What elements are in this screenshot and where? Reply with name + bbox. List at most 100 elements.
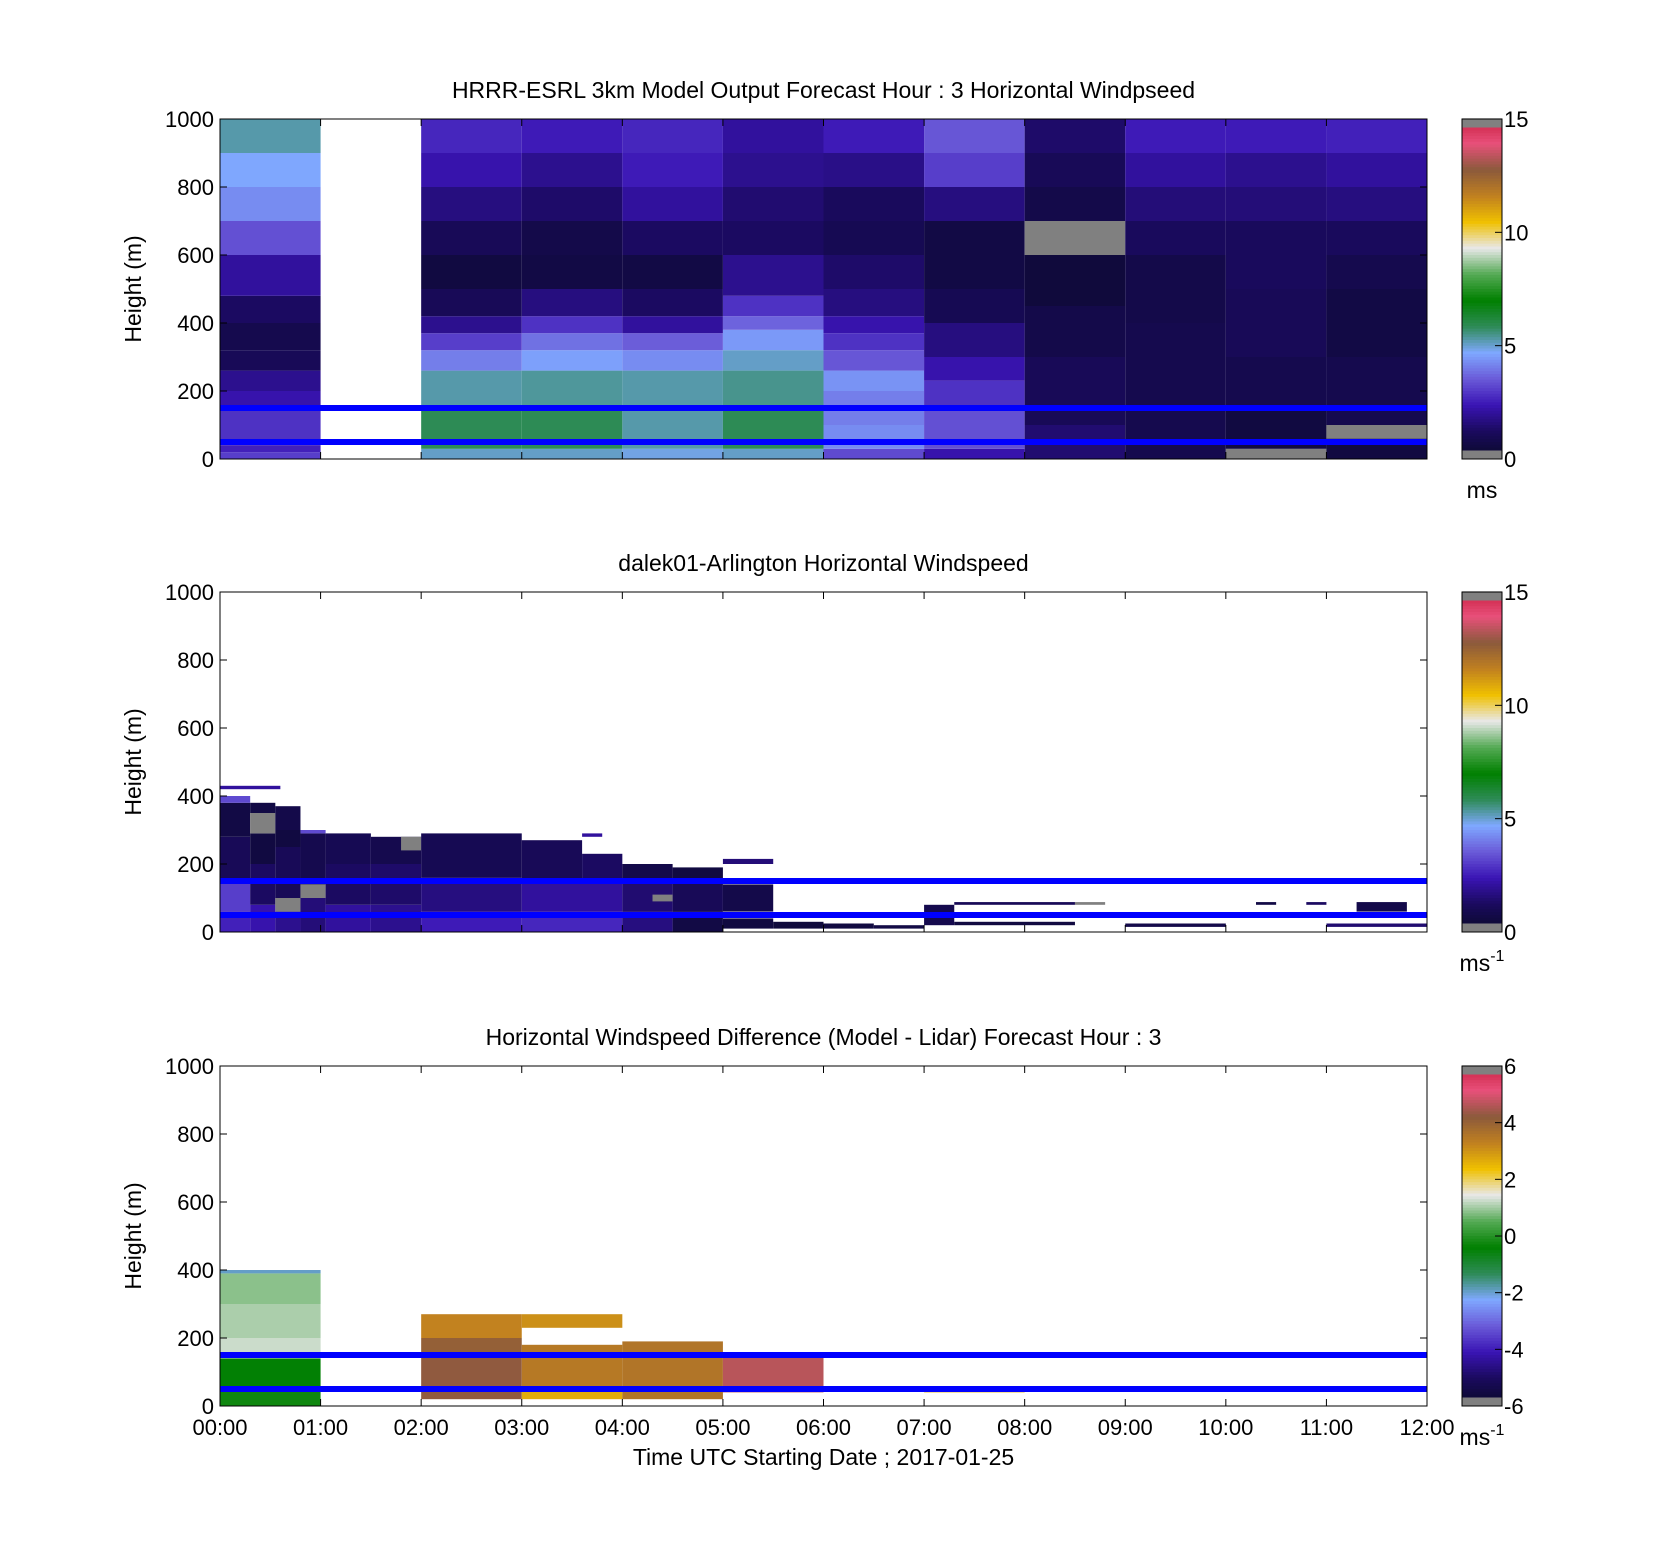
y-tick-label: 400 [177, 784, 214, 809]
colorbar-swatch [1462, 1371, 1502, 1375]
colorbar-swatch [1462, 874, 1502, 879]
heatmap-cell [924, 221, 1025, 289]
colorbar-swatch [1462, 852, 1502, 856]
colorbar-swatch [1462, 407, 1502, 411]
colorbar-swatch [1462, 903, 1502, 907]
colorbar-swatch [1462, 347, 1502, 352]
colorbar-swatch [1462, 180, 1502, 185]
colorbar-swatch [1462, 1209, 1502, 1214]
colorbar-swatch [1462, 342, 1502, 346]
heatmap-cell [924, 323, 1025, 357]
colorbar-swatch [1462, 883, 1502, 887]
heatmap-cell [421, 1338, 522, 1355]
heatmap-cell [823, 255, 925, 289]
x-tick-label: 08:00 [997, 1415, 1052, 1440]
heatmap-cell [622, 316, 723, 334]
colorbar-swatch [1462, 755, 1502, 760]
x-tick-label: 09:00 [1098, 1415, 1153, 1440]
colorbar-swatch [1462, 132, 1502, 136]
colorbar-swatch [1462, 818, 1502, 822]
colorbar-swatch [1462, 920, 1502, 924]
colorbar-swatch [1462, 1102, 1502, 1106]
colorbar-swatch [1462, 432, 1502, 437]
colorbar-swatch [1462, 228, 1502, 233]
heatmap-cell [275, 847, 301, 898]
heatmap-cell [1326, 357, 1427, 425]
colorbar-swatch [1462, 262, 1502, 267]
colorbar-swatch [1462, 891, 1502, 896]
heatmap-cell [1225, 221, 1327, 289]
colorbar-swatch [1462, 602, 1502, 607]
heatmap-cell [421, 350, 522, 371]
heatmap-cell [722, 329, 824, 351]
colorbar-swatch [1462, 682, 1502, 686]
colorbar-swatch [1462, 367, 1502, 372]
colorbar-swatch [1462, 183, 1502, 187]
x-tick-label: 04:00 [595, 1415, 650, 1440]
colorbar-swatch [1462, 591, 1502, 595]
colorbar-swatch [1462, 1396, 1502, 1401]
colorbar-swatch [1462, 214, 1502, 219]
colorbar-swatch [1462, 645, 1502, 649]
heatmap-cell [250, 802, 276, 813]
colorbar-tick-label: 0 [1504, 1224, 1516, 1249]
colorbar-swatch [1462, 305, 1502, 309]
colorbar-swatch [1462, 350, 1502, 355]
heatmap-cell [220, 1304, 321, 1338]
colorbar-swatch [1462, 1158, 1502, 1163]
heatmap-cell [1326, 221, 1427, 255]
colorbar-swatch [1462, 1116, 1502, 1120]
colorbar-swatch [1462, 733, 1502, 737]
colorbar-swatch [1462, 1269, 1502, 1273]
colorbar-swatch [1462, 792, 1502, 796]
heatmap-cell [220, 796, 251, 803]
colorbar-swatch [1462, 1170, 1502, 1174]
colorbar-swatch [1462, 294, 1502, 298]
colorbar-swatch [1462, 741, 1502, 745]
colorbar-unit: ms-1 [1460, 1422, 1505, 1450]
heatmap-cell [421, 333, 522, 351]
colorbar-swatch [1462, 1144, 1502, 1149]
colorbar-swatch [1462, 917, 1502, 921]
colorbar-swatch [1462, 1289, 1502, 1293]
colorbar-swatch [1462, 1317, 1502, 1321]
colorbar: 0 5 10 15 ms-1 [1460, 580, 1529, 976]
colorbar-swatch [1462, 390, 1502, 394]
colorbar-swatch [1462, 718, 1502, 723]
heatmap-cell [823, 119, 925, 153]
heatmap-cell [722, 350, 824, 371]
colorbar-swatch [1462, 1241, 1502, 1245]
heatmap-cell [521, 153, 623, 187]
colorbar-swatch [1462, 398, 1502, 403]
colorbar-swatch [1462, 1343, 1502, 1347]
heatmap-cell [924, 153, 1025, 187]
colorbar-swatch [1462, 160, 1502, 165]
colorbar-swatch [1462, 288, 1502, 292]
colorbar-swatch [1462, 837, 1502, 842]
heatmap-cell [1225, 448, 1327, 459]
heatmap-cell [924, 448, 1025, 459]
colorbar-swatch [1462, 415, 1502, 420]
heatmap-cell [1125, 255, 1226, 323]
colorbar-tick-label: 5 [1504, 334, 1516, 359]
colorbar-tick-label: 5 [1504, 807, 1516, 832]
colorbar-swatch [1462, 316, 1502, 321]
colorbar-swatch [1462, 1105, 1502, 1109]
colorbar-swatch [1462, 146, 1502, 151]
colorbar-swatch [1462, 404, 1502, 408]
heatmap-cell [521, 221, 623, 255]
chart-title: dalek01-Arlington Horizontal Windspeed [618, 550, 1028, 576]
colorbar-tick-label: -6 [1504, 1394, 1524, 1419]
colorbar-tick-label: 2 [1504, 1167, 1516, 1192]
colorbar-swatch [1462, 1212, 1502, 1217]
colorbar-swatch [1462, 1362, 1502, 1367]
colorbar-swatch [1462, 636, 1502, 641]
colorbar-swatch [1462, 282, 1502, 287]
colorbar-swatch [1462, 444, 1502, 448]
colorbar-swatch [1462, 1394, 1502, 1398]
heatmap-cell [722, 187, 824, 221]
colorbar-swatch [1462, 701, 1502, 706]
colorbar-swatch [1462, 345, 1502, 349]
colorbar-swatch [1462, 775, 1502, 779]
colorbar-swatch [1462, 1073, 1502, 1078]
